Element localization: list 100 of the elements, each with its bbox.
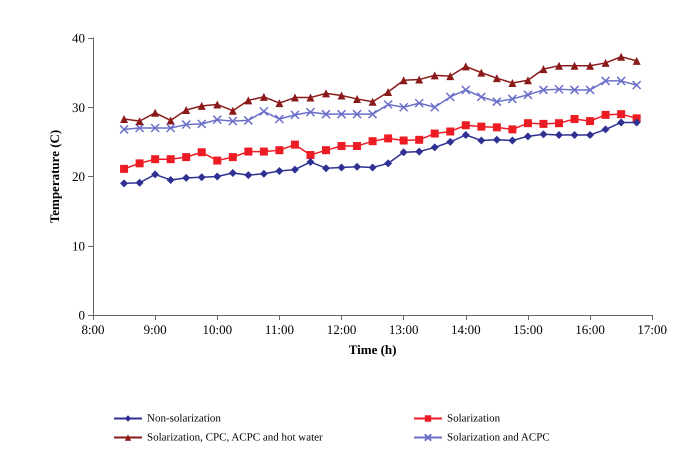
- point: [570, 85, 580, 95]
- point: [554, 130, 563, 139]
- point: [368, 137, 377, 146]
- point: [306, 107, 316, 117]
- point: [508, 79, 516, 88]
- point: [120, 115, 128, 124]
- point: [585, 85, 595, 95]
- x-tick-label: 14:00: [450, 322, 481, 337]
- point: [166, 176, 175, 184]
- point: [198, 102, 206, 110]
- y-tick-label: 20: [72, 169, 85, 184]
- point: [290, 140, 299, 149]
- point: [212, 114, 222, 124]
- legend-label: Non-solarization: [147, 412, 222, 424]
- point: [586, 62, 594, 70]
- point: [166, 123, 176, 133]
- point: [430, 130, 439, 138]
- point: [415, 136, 424, 144]
- point: [632, 56, 641, 65]
- point: [616, 76, 626, 86]
- point: [151, 155, 160, 164]
- point: [353, 162, 362, 171]
- point: [400, 148, 408, 156]
- point: [477, 122, 486, 131]
- point: [384, 134, 392, 142]
- y-tick-label: 0: [78, 308, 85, 322]
- point: [508, 125, 516, 134]
- point: [306, 158, 314, 166]
- point: [368, 163, 377, 172]
- point: [384, 88, 392, 96]
- point: [166, 155, 175, 164]
- point: [275, 99, 284, 108]
- point: [617, 52, 626, 61]
- point: [430, 71, 439, 80]
- point: [461, 85, 471, 95]
- x-tick-label: 13:00: [388, 322, 418, 337]
- point: [446, 127, 454, 136]
- point: [136, 178, 144, 187]
- point: [274, 114, 284, 124]
- point: [338, 91, 346, 100]
- point: [602, 125, 610, 134]
- point: [492, 74, 501, 82]
- point: [228, 169, 237, 178]
- point: [524, 76, 532, 84]
- point: [508, 136, 516, 144]
- point: [181, 120, 191, 130]
- point: [430, 102, 440, 112]
- point: [602, 110, 610, 119]
- point: [368, 98, 377, 106]
- point: [539, 120, 548, 128]
- point: [570, 62, 579, 70]
- point: [477, 68, 486, 77]
- point: [213, 100, 222, 108]
- point: [228, 116, 238, 126]
- point: [290, 166, 299, 174]
- point: [151, 170, 160, 178]
- legend-label: Solarization: [447, 412, 501, 424]
- point: [524, 119, 532, 128]
- point: [275, 146, 284, 154]
- point: [383, 100, 393, 110]
- point: [462, 62, 470, 70]
- point: [260, 148, 268, 156]
- point: [398, 102, 408, 112]
- point: [198, 148, 206, 156]
- point: [617, 110, 626, 118]
- point: [136, 117, 144, 126]
- legend-label: Solarization, CPC, ACPC and hot water: [147, 432, 324, 444]
- point: [259, 106, 269, 116]
- point: [119, 124, 129, 134]
- point: [414, 98, 424, 108]
- point: [290, 110, 300, 120]
- point: [586, 117, 594, 126]
- point: [182, 153, 190, 162]
- point: [150, 123, 160, 133]
- x-axis-title: Time (h): [348, 342, 396, 357]
- point: [120, 164, 128, 173]
- point: [554, 62, 563, 70]
- point: [492, 96, 502, 106]
- y-tick-label: 10: [72, 238, 85, 254]
- x-tick-label: 12:00: [326, 322, 356, 337]
- point: [632, 118, 641, 126]
- point: [400, 76, 408, 84]
- point: [524, 132, 532, 140]
- point: [539, 130, 548, 138]
- point: [539, 65, 548, 74]
- point: [430, 143, 439, 152]
- point: [136, 159, 144, 168]
- point: [196, 119, 206, 129]
- x-tick-label: 9:00: [144, 322, 167, 337]
- y-tick-label: 30: [72, 100, 85, 115]
- point: [213, 172, 222, 180]
- point: [570, 130, 579, 139]
- point: [120, 179, 128, 188]
- point: [523, 90, 533, 100]
- point: [198, 173, 206, 182]
- point: [446, 138, 454, 146]
- point: [446, 92, 456, 102]
- point: [492, 123, 501, 132]
- x-tick-label: 16:00: [575, 322, 605, 337]
- point: [415, 76, 424, 84]
